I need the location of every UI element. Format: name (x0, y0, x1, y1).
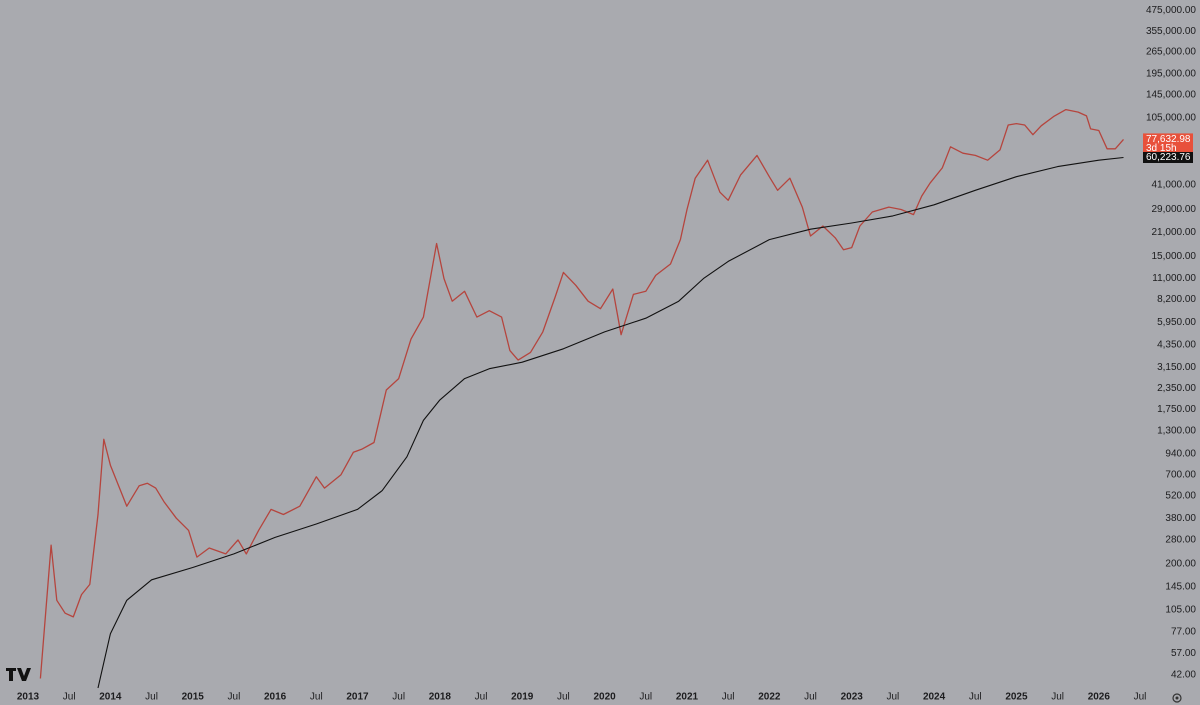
price-label: 77,632.98 (1146, 134, 1191, 145)
price-line (39, 108, 1124, 679)
x-tick-label: Jul (475, 692, 488, 703)
x-tick-label: 2014 (99, 692, 122, 703)
price-label-box (1143, 133, 1193, 154)
moving-average-line (97, 156, 1124, 689)
y-tick-label: 42.00 (1171, 670, 1196, 681)
y-tick-label: 15,000.00 (1152, 251, 1197, 262)
x-tick-label: 2022 (758, 692, 781, 703)
y-tick-label: 29,000.00 (1152, 204, 1197, 215)
y-tick-label: 700.00 (1165, 469, 1196, 480)
x-tick-label: Jul (969, 692, 982, 703)
y-tick-label: 105,000.00 (1146, 113, 1196, 124)
x-tick-label: Jul (310, 692, 323, 703)
x-tick-label: 2016 (264, 692, 287, 703)
y-tick-label: 280.00 (1165, 535, 1196, 546)
y-tick-label: 3,150.00 (1157, 362, 1196, 373)
y-tick-label: 1,750.00 (1157, 404, 1196, 415)
x-tick-label: Jul (804, 692, 817, 703)
x-tick-label: 2017 (346, 692, 369, 703)
y-tick-label: 5,950.00 (1157, 317, 1196, 328)
x-tick-label: 2015 (182, 692, 205, 703)
x-tick-label: Jul (1051, 692, 1064, 703)
y-tick-label: 380.00 (1165, 513, 1196, 524)
y-tick-label: 475,000.00 (1146, 5, 1196, 16)
y-tick-label: 77.00 (1171, 626, 1196, 637)
x-tick-label: 2020 (593, 692, 616, 703)
y-tick-label: 57.00 (1171, 648, 1196, 659)
x-tick-label: 2013 (17, 692, 40, 703)
ma-label-box (1143, 151, 1193, 163)
y-tick-label: 940.00 (1165, 448, 1196, 459)
x-tick-label: 2023 (841, 692, 864, 703)
x-tick-label: Jul (639, 692, 652, 703)
y-tick-label: 195,000.00 (1146, 68, 1196, 79)
y-tick-label: 145.00 (1165, 581, 1196, 592)
y-tick-label: 11,000.00 (1152, 273, 1196, 284)
x-tick-label: Jul (145, 692, 158, 703)
x-tick-label: 2019 (511, 692, 534, 703)
y-tick-label: 265,000.00 (1146, 47, 1196, 58)
x-tick-label: 2024 (923, 692, 946, 703)
x-tick-label: Jul (392, 692, 405, 703)
y-tick-label: 1,300.00 (1157, 425, 1196, 436)
x-tick-label: Jul (228, 692, 241, 703)
y-tick-label: 105.00 (1165, 604, 1196, 615)
x-tick-label: Jul (886, 692, 899, 703)
y-tick-label: 4,350.00 (1157, 339, 1196, 350)
ma-label: 60,223.76 (1146, 152, 1191, 163)
y-tick-label: 41,000.00 (1152, 180, 1197, 191)
x-tick-label: 2018 (429, 692, 452, 703)
y-tick-label: 21,000.00 (1152, 227, 1197, 238)
y-tick-label: 355,000.00 (1146, 26, 1196, 37)
price-countdown: 3d 15h (1146, 143, 1177, 154)
x-tick-label: Jul (63, 692, 76, 703)
y-tick-label: 520.00 (1165, 490, 1196, 501)
x-tick-label: Jul (1134, 692, 1147, 703)
x-tick-label: 2025 (1005, 692, 1028, 703)
x-tick-label: 2026 (1088, 692, 1111, 703)
x-tick-label: Jul (722, 692, 735, 703)
x-tick-label: Jul (557, 692, 570, 703)
y-tick-label: 8,200.00 (1157, 294, 1196, 305)
y-tick-label: 200.00 (1165, 559, 1196, 570)
y-tick-label: 2,350.00 (1157, 383, 1196, 394)
tradingview-logo (6, 668, 31, 681)
settings-icon[interactable] (1172, 693, 1182, 703)
y-tick-label: 145,000.00 (1146, 90, 1196, 101)
x-tick-label: 2021 (676, 692, 699, 703)
